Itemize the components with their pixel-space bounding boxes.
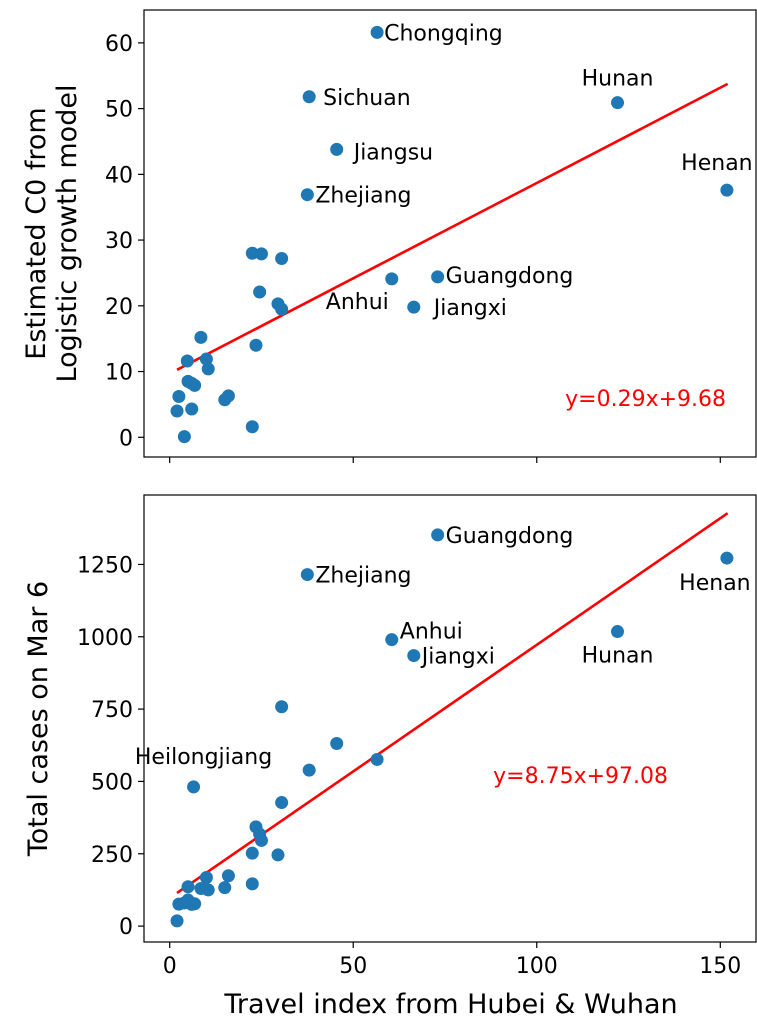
data-point: [245, 846, 259, 860]
data-point: [302, 90, 316, 104]
regression-equation: y=8.75x+97.08: [493, 764, 668, 789]
data-point: [302, 763, 316, 777]
data-point: [431, 270, 445, 284]
y-tick-label: 250: [91, 843, 133, 868]
regression-equation: y=0.29x+9.68: [565, 387, 726, 412]
y-tick-label: 10: [105, 361, 133, 386]
data-point: [201, 883, 215, 897]
x-tick-label: 100: [516, 954, 558, 979]
data-point: [218, 881, 232, 895]
data-point: [188, 378, 202, 392]
data-point: [170, 404, 184, 418]
data-point: [253, 285, 267, 299]
y-tick-label: 40: [105, 163, 133, 188]
data-point: [218, 393, 232, 407]
y-tick-label: 1250: [77, 553, 133, 578]
regression-line: [176, 82, 729, 371]
data-point: [330, 142, 344, 156]
y-tick-label: 0: [119, 426, 133, 451]
point-label: Chongqing: [384, 21, 503, 46]
data-point: [611, 96, 625, 110]
point-label: Jiangxi: [420, 645, 495, 670]
data-point: [370, 752, 384, 766]
data-point: [254, 833, 268, 847]
y-axis-title: Total cases on Mar 6: [23, 581, 54, 857]
data-point: [611, 625, 625, 639]
data-point: [300, 188, 314, 202]
y-tick-label: 50: [105, 98, 133, 123]
data-point: [254, 247, 268, 261]
point-label: Jiangxi: [432, 296, 507, 321]
data-point: [170, 914, 184, 928]
data-point: [431, 528, 445, 542]
data-point: [370, 25, 384, 39]
data-point: [188, 897, 202, 911]
point-label: Henan: [679, 571, 750, 596]
x-tick-label: 0: [163, 954, 177, 979]
data-point: [199, 870, 213, 884]
point-label: Zhejiang: [315, 184, 411, 209]
data-point: [181, 880, 195, 894]
data-point: [199, 352, 213, 366]
data-point: [720, 183, 734, 197]
data-point: [407, 649, 421, 663]
data-point: [385, 633, 399, 647]
data-point: [275, 796, 289, 810]
data-point: [271, 848, 285, 862]
point-label: Anhui: [400, 620, 463, 645]
top-panel: 0 10 20 30 40 50 60 Estimated C0 fromLogistic g…: [21, 9, 757, 463]
point-label: Zhejiang: [315, 564, 411, 589]
point-label: Sichuan: [323, 86, 410, 111]
data-point: [185, 402, 199, 416]
point-label: Hunan: [582, 644, 654, 669]
point-label: Hunan: [582, 67, 654, 92]
data-point: [245, 420, 259, 434]
data-point: [385, 272, 399, 286]
point-label: Anhui: [326, 290, 389, 315]
data-point: [275, 251, 289, 265]
regression-line: [176, 512, 729, 895]
x-tick-label: 150: [699, 954, 741, 979]
data-point: [407, 300, 421, 314]
x-axis-title: Travel index from Hubei & Wuhan: [223, 989, 677, 1020]
data-point: [275, 302, 289, 316]
axes-frame: [143, 9, 757, 458]
data-point: [172, 390, 186, 404]
data-point: [221, 869, 235, 883]
point-label: Heilongjiang: [135, 745, 272, 770]
y-tick-label: 750: [91, 698, 133, 723]
y-tick-label: 1000: [77, 626, 133, 651]
y-tick-label: 30: [105, 229, 133, 254]
data-point: [249, 338, 263, 352]
data-point: [180, 354, 194, 368]
bottom-panel: 0 50 100 150 0 250 500 750 1000 1250 Total cases o…: [23, 494, 757, 979]
data-point: [177, 430, 191, 444]
data-point: [330, 737, 344, 751]
data-point: [720, 551, 734, 565]
y-tick-label: 500: [91, 770, 133, 795]
point-label: Guangdong: [446, 524, 574, 549]
data-point: [300, 568, 314, 582]
y-tick-label: 0: [119, 915, 133, 940]
y-tick-label: 60: [105, 32, 133, 57]
data-point: [194, 330, 208, 344]
data-point: [201, 362, 215, 376]
data-point: [275, 700, 289, 714]
data-point: [245, 877, 259, 891]
y-axis-title: Estimated C0 fromLogistic growth model: [21, 85, 83, 383]
point-label: Guangdong: [446, 264, 574, 289]
point-label: Henan: [681, 151, 752, 176]
x-tick-label: 50: [339, 954, 367, 979]
point-label: Jiangsu: [352, 140, 433, 165]
axes-frame: [143, 494, 757, 943]
y-tick-label: 20: [105, 295, 133, 320]
data-point: [187, 780, 201, 794]
